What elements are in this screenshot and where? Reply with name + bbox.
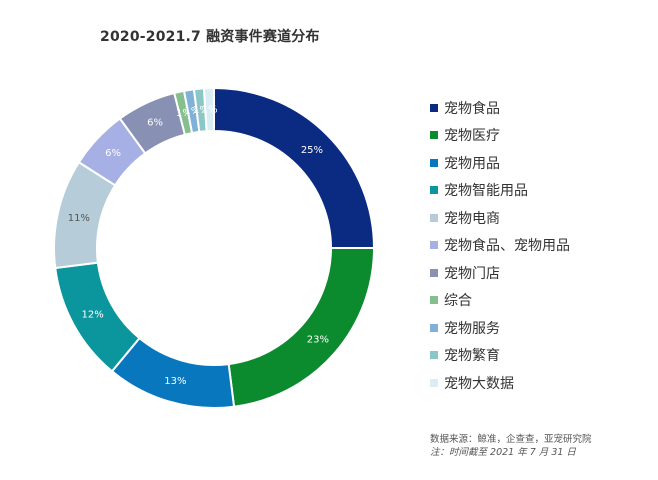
legend-label: 宠物食品 (444, 100, 500, 117)
legend-item: 宠物电商 (430, 204, 570, 232)
legend-swatch (430, 323, 438, 332)
legend: 宠物食品宠物医疗宠物用品宠物智能用品 宠物电商宠物食品、宠物用品 宠物门店综合宠物服… (430, 94, 570, 397)
slice-value-label: 12% (82, 310, 104, 321)
legend-label: 宠物门店 (444, 265, 500, 282)
legend-label: 宠物大数据 (444, 375, 514, 392)
slice-value-label: 1% (193, 105, 209, 116)
legend-swatch (430, 213, 438, 222)
slice-value-label: 6% (105, 148, 121, 159)
legend-label: 综合 (444, 293, 472, 310)
legend-swatch (430, 158, 438, 167)
legend-item: 宠物门店 (430, 259, 570, 287)
legend-label: 宠物服务 (444, 320, 500, 337)
legend-item: 宠物繁育 (430, 342, 570, 370)
slice-value-label: 23% (307, 335, 329, 346)
legend-label: 宠物繁育 (444, 348, 500, 365)
slice-value-label: 6% (147, 118, 163, 129)
slice-value-label: 11% (68, 213, 90, 224)
legend-item: 宠物食品 (430, 94, 570, 122)
legend-swatch (430, 103, 438, 112)
source-line: 数据来源：鲸准，企查查，亚宠研究院 (430, 434, 592, 445)
legend-swatch (430, 186, 438, 195)
legend-label: 宠物用品 (444, 155, 500, 172)
legend-swatch (430, 268, 438, 277)
slice-value-label: 1% (202, 105, 218, 116)
legend-label: 宠物食品、宠物用品 (444, 238, 570, 255)
donut-slice (213, 86, 376, 249)
legend-swatch (430, 296, 438, 305)
slice-value-label: 13% (164, 376, 186, 387)
legend-item: 宠物服务 (430, 314, 570, 342)
legend-label: 宠物智能用品 (444, 183, 528, 200)
legend-label: 宠物医疗 (444, 128, 500, 145)
slice-value-label: 1% (176, 108, 192, 119)
date-note: 注：时间截至 2021 年 7 月 31 日 (430, 447, 576, 458)
legend-swatch (430, 241, 438, 250)
source-note: 数据来源：鲸准，企查查，亚宠研究院 注：时间截至 2021 年 7 月 31 日 (430, 433, 592, 459)
legend-label: 宠物电商 (444, 210, 500, 227)
legend-item: 宠物医疗 (430, 122, 570, 150)
donut-slice (202, 86, 215, 133)
legend-swatch (430, 131, 438, 140)
chart-title: 2020-2021.7 融资事件赛道分布 (100, 29, 320, 45)
legend-item: 宠物大数据 (430, 369, 570, 397)
legend-swatch (430, 378, 438, 387)
slice-value-label: 25% (301, 145, 323, 156)
donut-slice (227, 247, 376, 408)
slice-value-label: 1% (184, 106, 200, 117)
legend-item: 宠物用品 (430, 149, 570, 177)
legend-item: 综合 (430, 287, 570, 315)
legend-swatch (430, 351, 438, 360)
legend-item: 宠物食品、宠物用品 (430, 232, 570, 260)
legend-item: 宠物智能用品 (430, 177, 570, 205)
